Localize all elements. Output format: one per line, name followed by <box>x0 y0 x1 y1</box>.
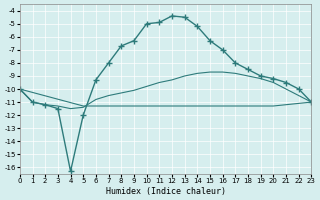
X-axis label: Humidex (Indice chaleur): Humidex (Indice chaleur) <box>106 187 226 196</box>
